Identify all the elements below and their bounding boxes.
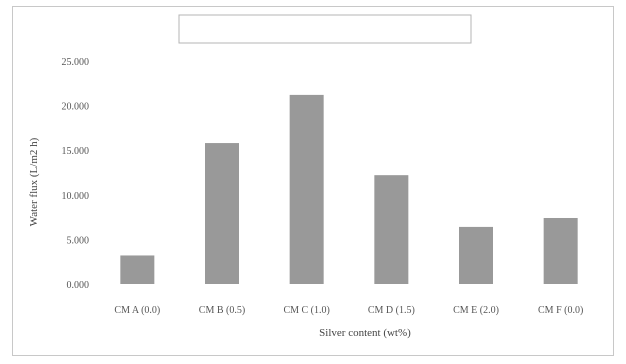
x-tick-label: CM D (1.5): [368, 305, 415, 316]
bar: [543, 217, 578, 284]
chart-frame: 0.000 5.000 10.000 15.000 20.000 25.000 CM A …: [12, 6, 614, 356]
x-axis: CM A (0.0) CM B (0.5) CM C (1.0) CM D (1.5)…: [114, 305, 583, 316]
y-tick-label: 0.000: [67, 280, 90, 291]
x-axis-title: Silver content (wt%): [319, 327, 411, 339]
x-tick-label: CM A (0.0): [114, 305, 160, 316]
bar-chart: 0.000 5.000 10.000 15.000 20.000 25.000 CM A …: [28, 14, 583, 339]
bar: [374, 175, 409, 284]
x-tick-label: CM C (1.0): [283, 305, 329, 316]
x-tick-label: CM B (0.5): [199, 305, 245, 316]
bars-group: [120, 94, 578, 285]
x-tick-label: CM F (0.0): [538, 305, 583, 316]
y-tick-label: 5.000: [67, 235, 90, 246]
bar: [205, 143, 239, 284]
x-tick-label: CM E (2.0): [453, 305, 499, 316]
y-axis: 0.000 5.000 10.000 15.000 20.000 25.000: [62, 57, 90, 291]
y-axis-title: Water flux (L/m2 h): [28, 137, 40, 226]
bar: [289, 94, 324, 285]
y-tick-label: 25.000: [62, 57, 90, 68]
chart-title-box: [178, 14, 472, 44]
bar: [120, 255, 155, 284]
y-tick-label: 20.000: [62, 102, 90, 113]
bar: [459, 226, 493, 284]
y-tick-label: 10.000: [62, 191, 90, 202]
y-tick-label: 15.000: [62, 146, 90, 157]
